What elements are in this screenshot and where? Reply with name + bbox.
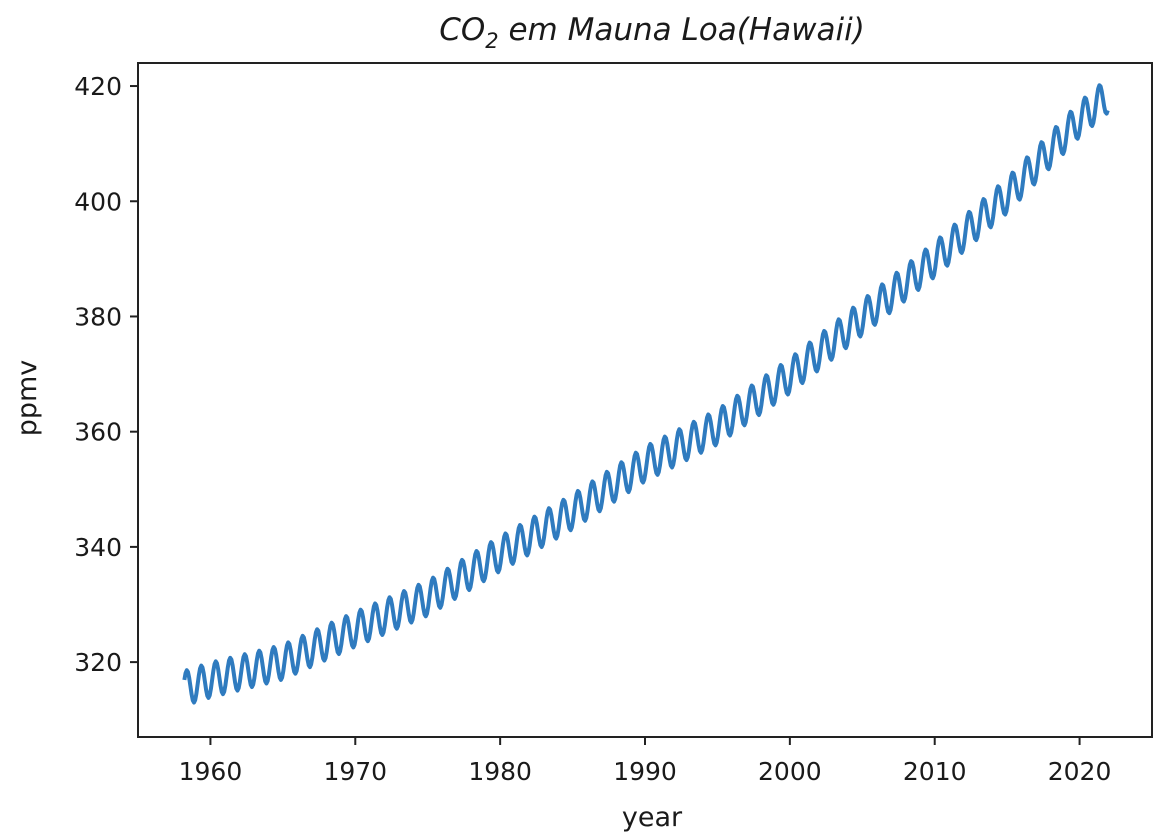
x-axis: 1960 1970 1980 1990 2000 2010 2020 xyxy=(179,737,1112,786)
chart-title: CO2 em Mauna Loa(Hawaii) xyxy=(439,12,865,53)
x-tick-label: 2000 xyxy=(758,757,822,786)
x-tick-label: 2010 xyxy=(903,757,967,786)
co2-series-line xyxy=(182,83,1110,705)
y-tick-label: 320 xyxy=(74,648,122,677)
x-tick-label: 1990 xyxy=(613,757,677,786)
y-tick-label: 380 xyxy=(74,302,122,331)
plot-area xyxy=(137,62,1153,738)
y-tick-label: 360 xyxy=(74,418,122,447)
y-tick-label: 400 xyxy=(74,187,122,216)
x-tick-label: 1980 xyxy=(468,757,532,786)
x-tick-label: 1970 xyxy=(323,757,387,786)
x-tick-label: 2020 xyxy=(1048,757,1112,786)
y-tick-label: 340 xyxy=(74,533,122,562)
plot-frame xyxy=(137,62,1153,738)
y-axis-label: ppmv xyxy=(12,360,43,437)
x-tick-label: 1960 xyxy=(179,757,243,786)
x-axis-label: year xyxy=(622,802,683,833)
series-layer xyxy=(182,83,1110,705)
y-tick-label: 420 xyxy=(74,72,122,101)
y-axis: 320 340 360 380 400 420 xyxy=(74,72,138,677)
